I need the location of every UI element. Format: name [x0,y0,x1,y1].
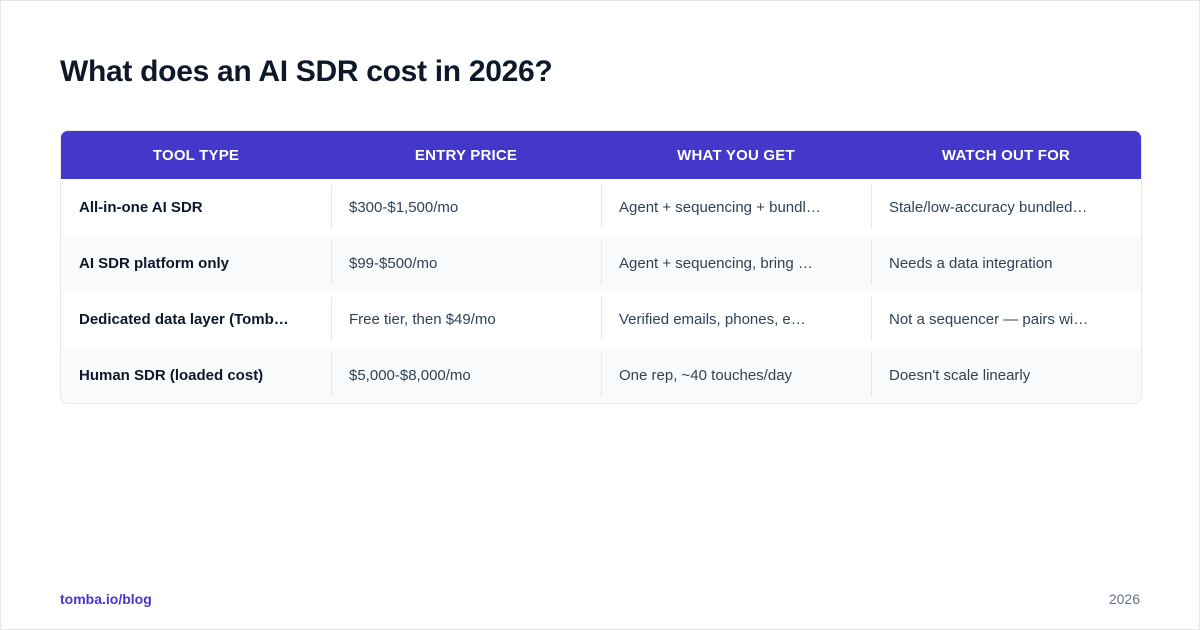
header-cell: WHAT YOU GET [677,146,795,164]
table-cell: Dedicated data layer (Tomb… [79,310,289,328]
table-row: All-in-one AI SDR $300-$1,500/mo Agent + s… [61,179,1141,235]
table-cell: Human SDR (loaded cost) [79,366,264,384]
table-cell: Free tier, then $49/mo [331,291,601,347]
header-cell: ENTRY PRICE [414,146,518,164]
footer-year: 2026 [1108,591,1140,607]
table-cell: Stale/low-accuracy bundled… [871,179,1141,235]
table-cell: Agent + sequencing + bundl… [601,179,871,235]
table-cell: Agent + sequencing, bring … [601,235,871,291]
table-cell: All-in-one AI SDR [79,198,203,216]
footer-source: tomba.io/blog [60,591,152,607]
title: What does an AI SDR cost in 2026? [60,55,553,88]
table-cell: One rep, ~40 touches/day [601,347,871,403]
table-cell: $99-$500/mo [331,235,601,291]
table-cell: Doesn't scale linearly [871,347,1141,403]
table-cell: Not a sequencer — pairs wi… [871,291,1141,347]
table-row: Dedicated data layer (Tomb… Free tier, th… [61,291,1141,347]
header-cell: WATCH OUT FOR [941,146,1071,164]
table-cell: Needs a data integration [871,235,1141,291]
table-row: Human SDR (loaded cost) $5,000-$8,000/mo O… [61,347,1141,403]
table-cell: AI SDR platform only [79,254,230,272]
table: TOOL TYPE ENTRY PRICE WHAT YOU GET WATCH OU… [60,130,1142,404]
table-cell: $5,000-$8,000/mo [331,347,601,403]
table-row: AI SDR platform only $99-$500/mo Agent + s… [61,235,1141,291]
table-cell: Verified emails, phones, e… [601,291,871,347]
table-cell: $300-$1,500/mo [331,179,601,235]
header-cell: TOOL TYPE [152,146,240,164]
header-row: TOOL TYPE ENTRY PRICE WHAT YOU GET WATCH OU… [61,131,1141,179]
